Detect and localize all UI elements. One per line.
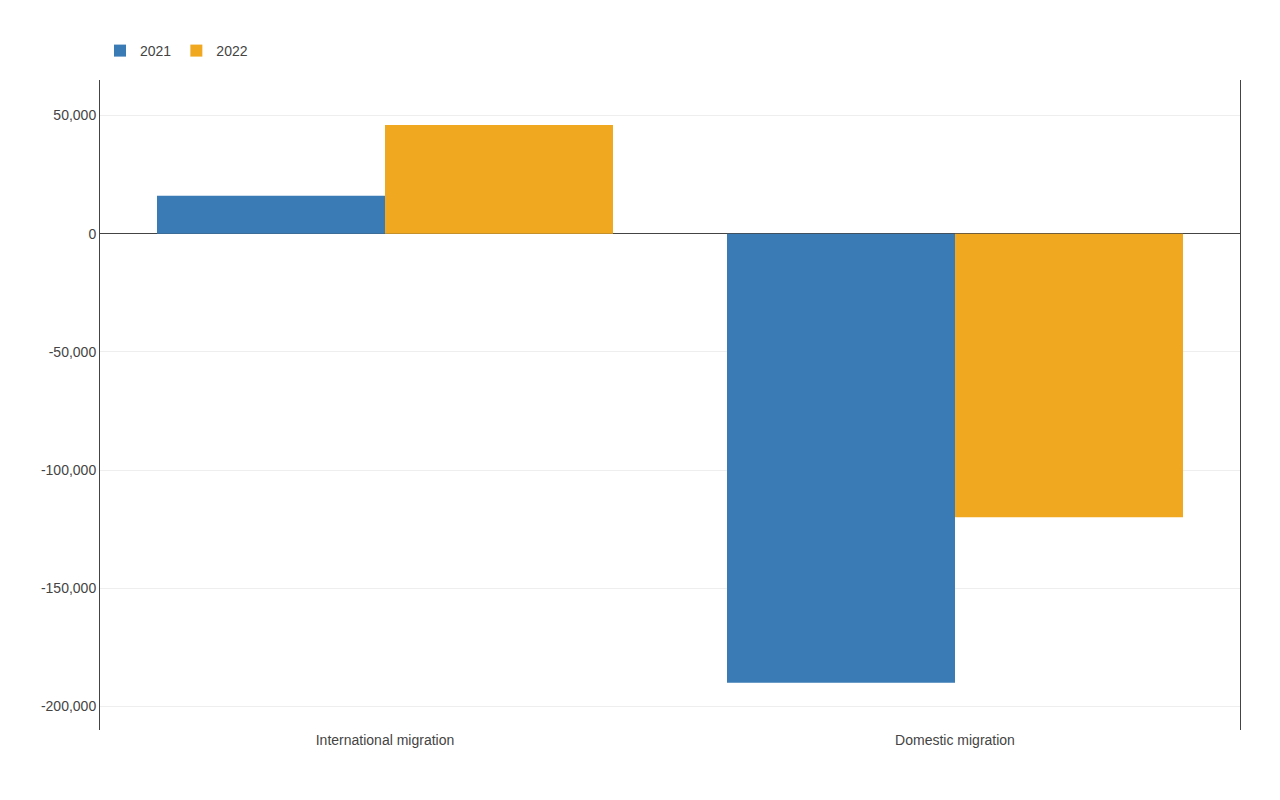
svg-text:-150,000: -150,000 — [41, 580, 96, 596]
svg-text:International migration: International migration — [316, 732, 455, 748]
svg-text:-200,000: -200,000 — [41, 698, 96, 714]
svg-text:50,000: 50,000 — [53, 107, 96, 123]
svg-text:2022: 2022 — [216, 43, 247, 59]
svg-text:-50,000: -50,000 — [49, 344, 97, 360]
svg-text:-100,000: -100,000 — [41, 462, 96, 478]
svg-text:0: 0 — [88, 226, 96, 242]
svg-text:2021: 2021 — [140, 43, 171, 59]
svg-text:Domestic migration: Domestic migration — [895, 732, 1015, 748]
